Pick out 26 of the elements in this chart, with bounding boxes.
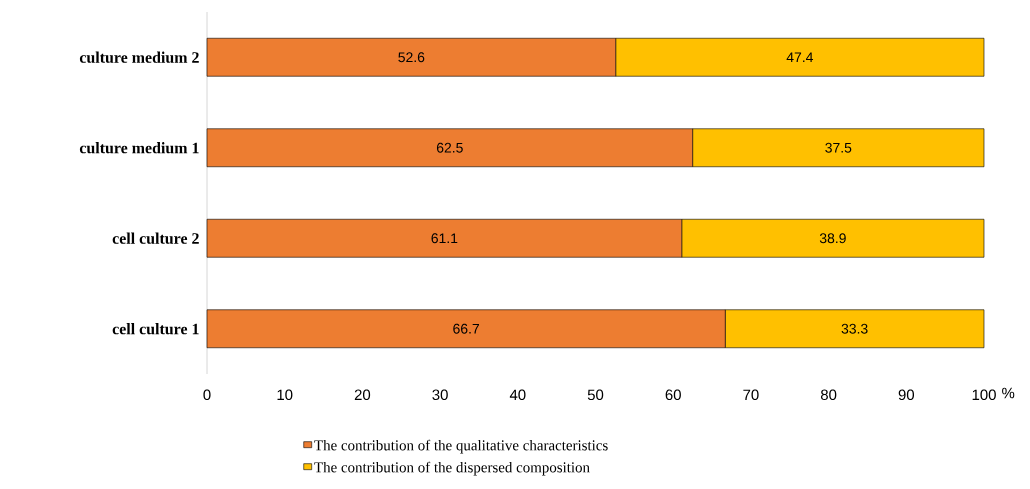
- data-label: 52.6: [398, 52, 425, 63]
- x-tick-label: 30: [432, 389, 448, 401]
- data-label: 61.1: [431, 233, 458, 244]
- data-label: 37.5: [825, 142, 852, 153]
- data-label: 62.5: [436, 142, 463, 153]
- legend-label: The contribution of the dispersed composition: [314, 461, 590, 476]
- x-tick-label: 10: [277, 389, 293, 401]
- x-tick-label: 40: [509, 389, 526, 401]
- x-tick-label: 70: [743, 389, 759, 401]
- y-tick-label: cell culture 1: [112, 323, 199, 335]
- x-tick-label: 0: [203, 389, 211, 401]
- data-label: 38.9: [819, 233, 846, 244]
- y-tick-label: cell culture 2: [112, 232, 199, 244]
- x-tick-label: 60: [665, 389, 681, 401]
- data-label: 66.7: [453, 323, 480, 334]
- y-tick-label: culture medium 2: [79, 51, 199, 63]
- data-label: 47.4: [786, 52, 814, 63]
- x-tick-label: 100: [972, 389, 996, 401]
- x-tick-label: 80: [820, 389, 837, 401]
- y-tick-label: culture medium 1: [79, 142, 199, 154]
- data-label: 33.3: [841, 323, 868, 334]
- x-axis-title: %: [1002, 387, 1015, 399]
- x-tick-label: 50: [587, 389, 604, 401]
- x-tick-label: 20: [354, 389, 371, 401]
- x-tick-label: 90: [898, 389, 915, 401]
- legend-label: The contribution of the qualitative characteristics: [314, 439, 608, 454]
